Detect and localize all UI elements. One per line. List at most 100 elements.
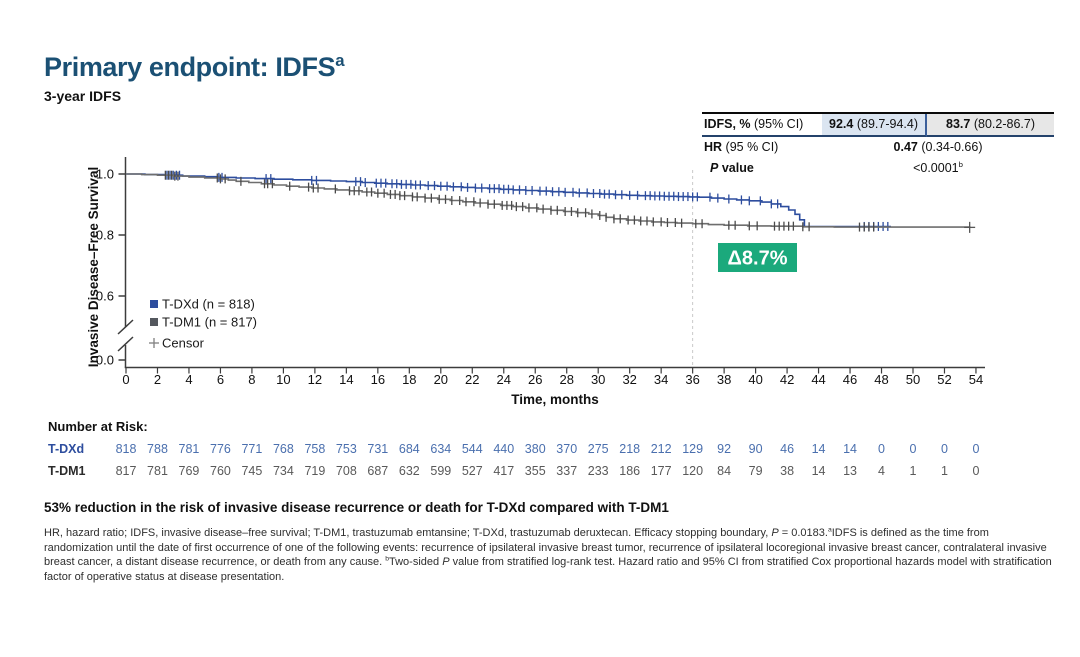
svg-text:0.6: 0.6 <box>96 289 114 304</box>
risk-value-t-dm1-m54: 0 <box>972 464 980 478</box>
svg-text:36: 36 <box>685 372 699 387</box>
conclusion-statement: 53% reduction in the risk of invasive di… <box>44 500 669 515</box>
risk-value-t-dm1-m18: 632 <box>398 464 420 478</box>
svg-text:18: 18 <box>402 372 416 387</box>
risk-value-t-dxd-m46: 14 <box>843 442 857 456</box>
footnote: HR, hazard ratio; IDFS, invasive disease… <box>44 526 1052 583</box>
risk-value-t-dm1-m48: 4 <box>878 464 885 478</box>
risk-value-t-dxd-m40: 90 <box>748 442 763 456</box>
censor-ticks-t-dm1 <box>164 170 875 232</box>
svg-text:40: 40 <box>748 372 762 387</box>
risk-value-t-dxd-m16: 731 <box>367 442 389 456</box>
risk-value-t-dxd-m8: 771 <box>241 442 263 456</box>
risk-value-t-dm1-m2: 781 <box>147 464 168 478</box>
risk-value-t-dxd-m42: 46 <box>780 442 795 456</box>
risk-value-t-dm1-m8: 745 <box>241 464 263 478</box>
page-subtitle: 3-year IDFS <box>44 88 122 104</box>
results-value-idfs-tdm1: 83.7 (80.2-86.7) <box>927 114 1054 137</box>
svg-text:34: 34 <box>654 372 668 387</box>
svg-text:0: 0 <box>122 372 129 387</box>
risk-value-t-dxd-m54: 0 <box>972 442 980 456</box>
risk-value-t-dxd-m12: 758 <box>304 442 326 456</box>
risk-value-t-dxd-m14: 753 <box>335 442 357 456</box>
risk-value-t-dm1-m14: 708 <box>335 464 357 478</box>
svg-text:1.0: 1.0 <box>96 167 114 182</box>
svg-text:30: 30 <box>591 372 605 387</box>
risk-value-t-dxd-m10: 768 <box>272 442 294 456</box>
x-axis-label: Time, months <box>511 392 599 407</box>
svg-text:50: 50 <box>906 372 920 387</box>
final-censor-plus <box>964 221 976 233</box>
risk-value-t-dm1-m26: 355 <box>524 464 546 478</box>
svg-text:28: 28 <box>559 372 573 387</box>
risk-value-t-dxd-m38: 92 <box>717 442 732 456</box>
risk-value-t-dxd-m32: 218 <box>619 442 641 456</box>
svg-text:6: 6 <box>217 372 224 387</box>
risk-value-t-dm1-m52: 1 <box>940 464 948 478</box>
axes <box>117 157 985 369</box>
svg-text:32: 32 <box>622 372 636 387</box>
risk-value-t-dxd-m24: 440 <box>493 442 515 456</box>
y-axis-label: Invasive Disease–Free Survival <box>86 167 101 367</box>
page-title: Primary endpoint: IDFSa <box>44 51 345 82</box>
risk-value-t-dxd-m52: 0 <box>940 442 948 456</box>
legend-swatch-t-dxd <box>150 300 158 308</box>
svg-text:38: 38 <box>717 372 731 387</box>
svg-text:2: 2 <box>154 372 161 387</box>
svg-text:26: 26 <box>528 372 542 387</box>
svg-text:8: 8 <box>248 372 255 387</box>
risk-value-t-dm1-m0: 817 <box>115 464 137 478</box>
svg-text:52: 52 <box>937 372 951 387</box>
svg-text:22: 22 <box>465 372 479 387</box>
risk-value-t-dm1-m12: 719 <box>304 464 326 478</box>
risk-value-t-dxd-m26: 380 <box>524 442 546 456</box>
censor-ticks-t-dxd <box>166 170 889 231</box>
results-label-hr: HR (95 % CI) <box>704 140 779 154</box>
risk-value-t-dm1-m36: 120 <box>682 464 704 478</box>
legend-label-censor: Censor <box>162 336 205 351</box>
delta-badge: Δ8.7% <box>718 243 797 272</box>
results-label-idfs: IDFS, % (95% CI) <box>702 114 822 137</box>
risk-table-header: Number at Risk: <box>48 419 148 434</box>
risk-value-t-dm1-m42: 38 <box>780 464 795 478</box>
risk-value-t-dxd-m2: 788 <box>147 442 168 456</box>
risk-value-t-dm1-m38: 84 <box>717 464 732 478</box>
svg-text:4: 4 <box>185 372 192 387</box>
risk-value-t-dxd-m30: 275 <box>587 442 609 456</box>
risk-value-t-dm1-m22: 527 <box>461 464 483 478</box>
km-survival-chart: 1.00.80.60.00 2 4 6 8 10 12 14 16 18 20 22 24 26 28 30 3… <box>86 157 985 407</box>
y-axis-ticks: 1.0 0.8 0.6 0.0 <box>96 167 126 368</box>
svg-text:10: 10 <box>276 372 290 387</box>
risk-value-t-dm1-m28: 337 <box>556 464 578 478</box>
risk-value-t-dm1-m4: 769 <box>178 464 200 478</box>
risk-value-t-dm1-m32: 186 <box>619 464 641 478</box>
x-axis-ticks: 0 2 4 6 8 10 12 14 16 18 20 22 24 26 28 30 32 34 36 38 40 42 4… <box>122 367 983 387</box>
svg-text:46: 46 <box>843 372 857 387</box>
svg-text:24: 24 <box>497 372 511 387</box>
risk-value-t-dm1-m24: 417 <box>493 464 515 478</box>
svg-text:0.0: 0.0 <box>96 353 114 368</box>
risk-value-t-dm1-m40: 79 <box>748 464 763 478</box>
svg-text:20: 20 <box>434 372 448 387</box>
risk-value-t-dxd-m48: 0 <box>878 442 885 456</box>
results-value-idfs-tdxd: 92.4 (89.7-94.4) <box>822 114 927 137</box>
legend-label-t-dxd: T-DXd (n = 818) <box>162 297 255 312</box>
risk-value-t-dxd-m0: 818 <box>115 442 137 456</box>
risk-value-t-dm1-m10: 734 <box>272 464 294 478</box>
svg-text:16: 16 <box>371 372 385 387</box>
risk-value-t-dm1-m20: 599 <box>430 464 452 478</box>
risk-row-label-tdxd: T-DXd <box>48 442 85 456</box>
risk-value-t-dm1-m34: 177 <box>650 464 672 478</box>
risk-value-t-dxd-m44: 14 <box>811 442 826 456</box>
results-table: IDFS, % (95% CI) 92.4 (89.7-94.4) 83.7 (… <box>702 112 1054 179</box>
legend: T-DXd (n = 818) T-DM1 (n = 817) Censor <box>149 297 257 351</box>
risk-value-t-dm1-m6: 760 <box>210 464 231 478</box>
risk-value-t-dm1-m46: 13 <box>843 464 857 478</box>
risk-value-t-dxd-m4: 781 <box>178 442 200 456</box>
svg-text:42: 42 <box>780 372 794 387</box>
svg-text:14: 14 <box>339 372 353 387</box>
risk-value-t-dxd-m28: 370 <box>556 442 578 456</box>
legend-label-t-dm1: T-DM1 (n = 817) <box>162 315 257 330</box>
km-curve-t-dm1 <box>126 170 976 233</box>
km-curve-t-dxd <box>126 170 891 231</box>
